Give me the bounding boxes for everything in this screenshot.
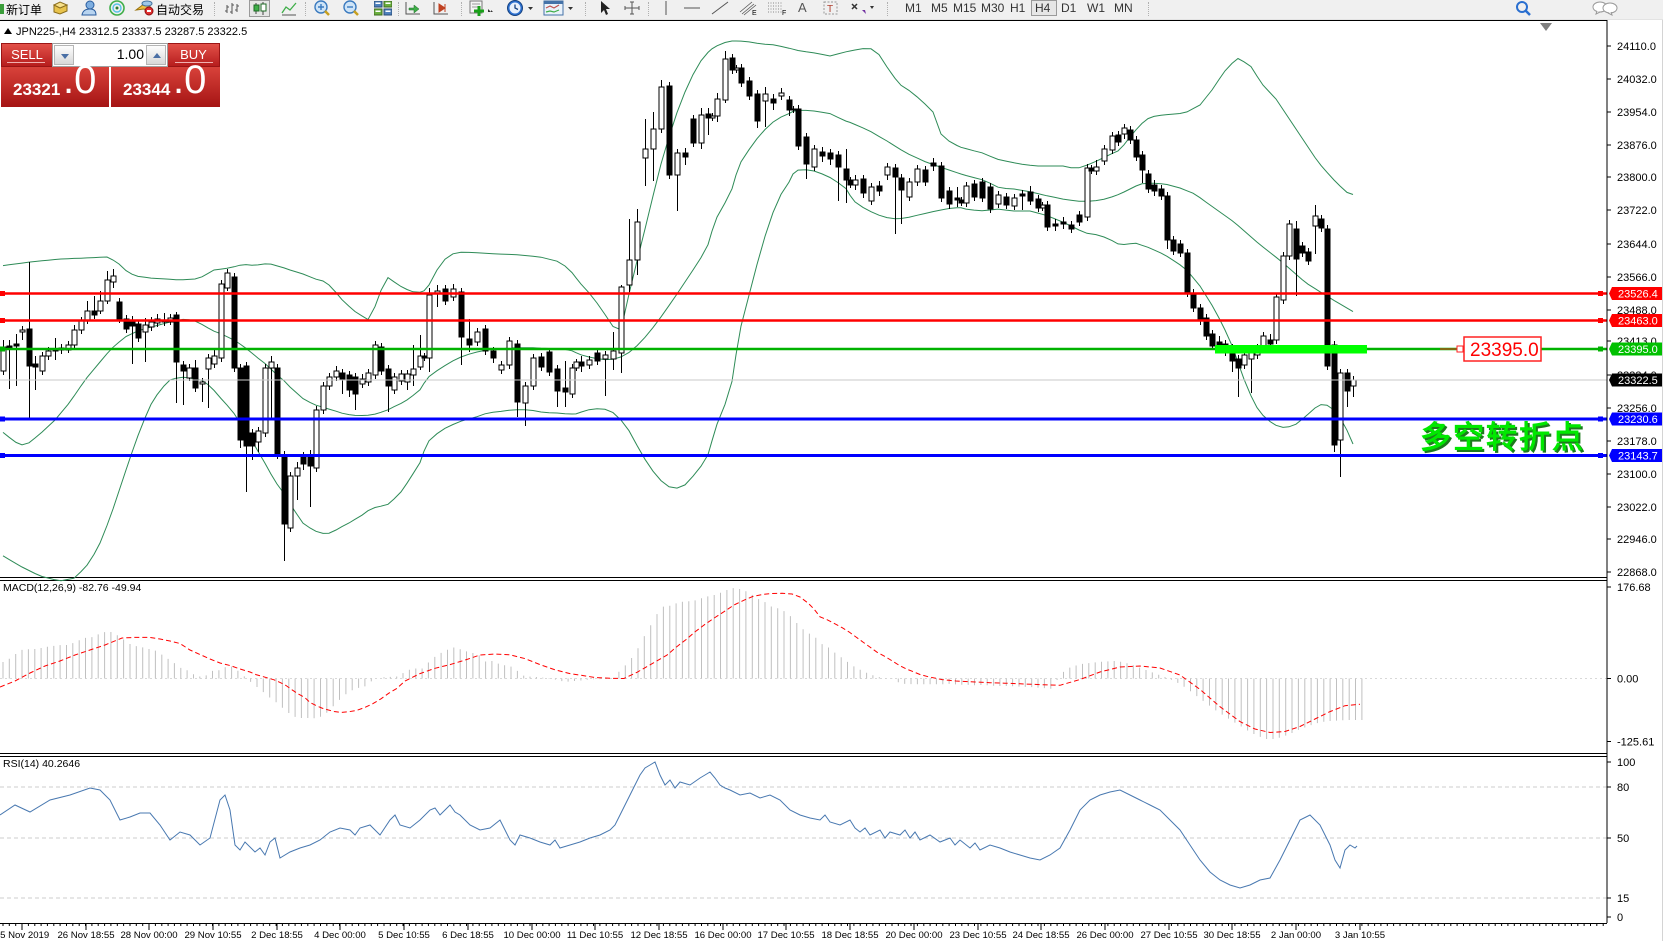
svg-text:17 Dec 10:55: 17 Dec 10:55: [757, 930, 814, 941]
svg-text:25 Nov 2019: 25 Nov 2019: [0, 930, 49, 941]
svg-text:6 Dec 18:55: 6 Dec 18:55: [442, 930, 494, 941]
svg-text:23526.4: 23526.4: [1618, 289, 1658, 301]
svg-text:23322.5: 23322.5: [1618, 375, 1658, 387]
svg-text:23644.0: 23644.0: [1617, 239, 1657, 251]
svg-text:23395.0: 23395.0: [1470, 340, 1539, 361]
svg-text:26 Nov 18:55: 26 Nov 18:55: [57, 930, 114, 941]
svg-text:100: 100: [1617, 757, 1635, 769]
svg-text:30 Dec 18:55: 30 Dec 18:55: [1203, 930, 1260, 941]
svg-text:5 Dec 10:55: 5 Dec 10:55: [378, 930, 430, 941]
svg-text:23722.0: 23722.0: [1617, 205, 1657, 217]
svg-text:28 Nov 00:00: 28 Nov 00:00: [120, 930, 177, 941]
svg-text:23954.0: 23954.0: [1617, 107, 1657, 119]
svg-text:-125.61: -125.61: [1617, 737, 1654, 749]
svg-text:29 Nov 10:55: 29 Nov 10:55: [184, 930, 241, 941]
svg-text:24 Dec 18:55: 24 Dec 18:55: [1012, 930, 1069, 941]
svg-text:24110.0: 24110.0: [1617, 41, 1656, 53]
svg-text:JPN225-,H4 23312.5 23337.5 23: JPN225-,H4 23312.5 23337.5 23287.5 23322…: [16, 26, 247, 38]
svg-text:23876.0: 23876.0: [1617, 140, 1657, 152]
svg-text:23143.7: 23143.7: [1618, 451, 1658, 463]
svg-text:23230.6: 23230.6: [1618, 414, 1658, 426]
svg-text:22868.0: 22868.0: [1617, 567, 1657, 579]
svg-text:E: E: [752, 10, 757, 17]
svg-text:50: 50: [1617, 833, 1629, 845]
svg-text:4 Dec 00:00: 4 Dec 00:00: [314, 930, 366, 941]
svg-text:0.00: 0.00: [1617, 674, 1638, 686]
svg-text:多空转折点: 多空转折点: [1422, 422, 1587, 457]
svg-text:23 Dec 10:55: 23 Dec 10:55: [949, 930, 1006, 941]
svg-text:15: 15: [1617, 893, 1629, 905]
svg-text:23256.0: 23256.0: [1617, 403, 1657, 415]
svg-text:23566.0: 23566.0: [1617, 272, 1657, 284]
svg-text:20 Dec 00:00: 20 Dec 00:00: [885, 930, 942, 941]
svg-text:RSI(14) 40.2646: RSI(14) 40.2646: [3, 758, 80, 770]
svg-text:10 Dec 00:00: 10 Dec 00:00: [503, 930, 560, 941]
svg-text:26 Dec 00:00: 26 Dec 00:00: [1076, 930, 1133, 941]
svg-text:22946.0: 22946.0: [1617, 534, 1657, 546]
svg-text:16 Dec 00:00: 16 Dec 00:00: [694, 930, 751, 941]
svg-text:24032.0: 24032.0: [1617, 74, 1657, 86]
svg-text:23100.0: 23100.0: [1617, 469, 1657, 481]
svg-text:80: 80: [1617, 782, 1629, 794]
svg-text:3 Jan 10:55: 3 Jan 10:55: [1335, 930, 1385, 941]
svg-text:176.68: 176.68: [1617, 582, 1651, 594]
svg-text:MACD(12,26,9) -82.76 -49.94: MACD(12,26,9) -82.76 -49.94: [3, 582, 141, 594]
svg-text:23395.0: 23395.0: [1618, 344, 1658, 356]
svg-text:2 Jan 00:00: 2 Jan 00:00: [1271, 930, 1321, 941]
svg-text:11 Dec 10:55: 11 Dec 10:55: [567, 930, 623, 941]
svg-text:12 Dec 18:55: 12 Dec 18:55: [630, 930, 687, 941]
svg-text:23800.0: 23800.0: [1617, 172, 1657, 184]
svg-text:F: F: [782, 10, 786, 17]
svg-text:T: T: [827, 4, 833, 15]
svg-text:23178.0: 23178.0: [1617, 436, 1657, 448]
svg-text:23463.0: 23463.0: [1618, 316, 1658, 328]
svg-text:18 Dec 18:55: 18 Dec 18:55: [821, 930, 878, 941]
svg-text:0: 0: [1617, 912, 1623, 924]
svg-text:多空转折点: 多空转折点: [1420, 420, 1585, 455]
svg-text:27 Dec 10:55: 27 Dec 10:55: [1140, 930, 1197, 941]
svg-text:2 Dec 18:55: 2 Dec 18:55: [251, 930, 303, 941]
svg-text:23022.0: 23022.0: [1617, 502, 1657, 514]
